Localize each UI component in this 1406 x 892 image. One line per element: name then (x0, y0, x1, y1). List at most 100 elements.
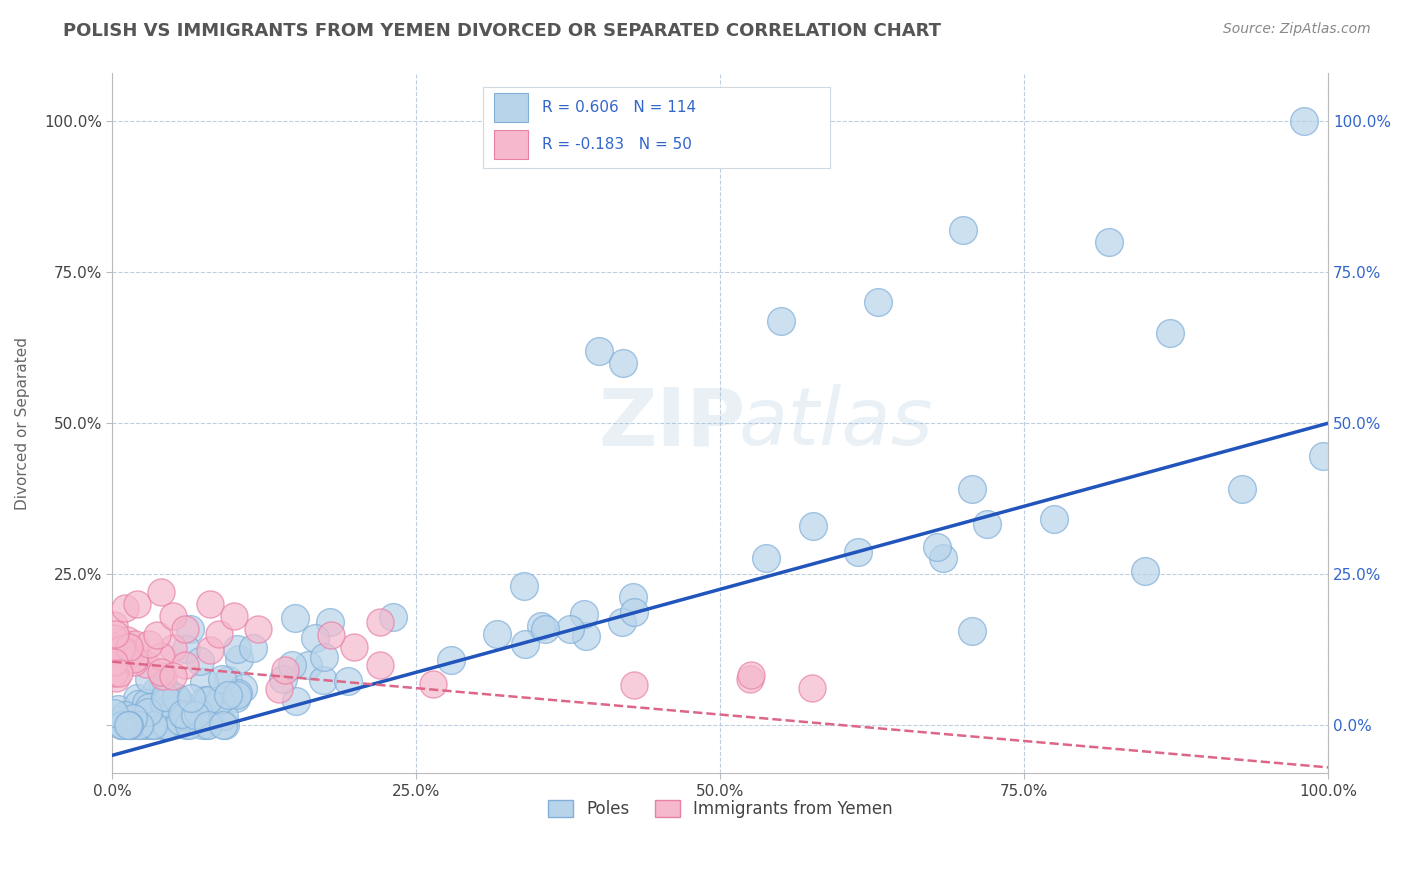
Point (368, 615, 391, 630)
Point (184, 708, 207, 723)
Point (149, 665, 172, 680)
Point (174, 622, 197, 636)
Point (207, 627, 229, 641)
Y-axis label: Divorced or Separated: Divorced or Separated (15, 336, 30, 509)
Point (138, 700, 160, 714)
Point (1292, 114, 1315, 128)
Text: Source: ZipAtlas.com: Source: ZipAtlas.com (1223, 22, 1371, 37)
Point (558, 623, 581, 637)
Point (226, 641, 249, 656)
Point (1043, 511, 1066, 525)
Point (111, 718, 134, 732)
Point (1135, 565, 1157, 579)
Point (574, 607, 596, 621)
Point (485, 627, 508, 641)
Point (180, 691, 202, 706)
Point (232, 681, 254, 695)
Point (167, 693, 190, 707)
Point (117, 648, 139, 662)
Point (156, 718, 179, 732)
Point (128, 718, 150, 732)
Point (117, 633, 139, 648)
Point (868, 295, 890, 310)
Point (197, 692, 219, 706)
Point (440, 653, 463, 667)
Point (612, 356, 634, 370)
Point (217, 688, 239, 702)
Point (271, 672, 294, 686)
Point (623, 677, 645, 691)
Point (801, 681, 824, 695)
Point (803, 519, 825, 533)
Point (755, 550, 778, 565)
Point (118, 718, 141, 732)
Point (120, 718, 142, 732)
Text: ZIP: ZIP (598, 384, 745, 462)
Point (214, 718, 236, 732)
Point (138, 637, 160, 651)
Point (197, 718, 219, 732)
Point (117, 718, 139, 732)
Point (187, 705, 209, 719)
Point (122, 655, 145, 669)
Point (226, 686, 249, 700)
Point (319, 615, 342, 629)
Point (138, 672, 160, 686)
Point (623, 605, 645, 619)
Point (173, 709, 195, 723)
Point (150, 676, 173, 690)
Point (110, 641, 132, 656)
Point (228, 652, 250, 666)
Point (226, 688, 249, 702)
Point (155, 718, 177, 732)
Point (104, 671, 127, 685)
Point (273, 663, 295, 677)
Text: POLISH VS IMMIGRANTS FROM YEMEN DIVORCED OR SEPARATED CORRELATION CHART: POLISH VS IMMIGRANTS FROM YEMEN DIVORCED… (63, 22, 941, 40)
Text: atlas: atlas (738, 384, 934, 462)
Point (588, 343, 610, 358)
Point (179, 622, 201, 636)
Point (297, 657, 319, 672)
Point (174, 657, 197, 672)
Point (174, 642, 197, 657)
Point (165, 691, 187, 706)
Point (343, 640, 366, 655)
Point (150, 649, 173, 664)
Point (267, 682, 290, 697)
Point (108, 665, 131, 680)
Point (534, 622, 557, 636)
Point (738, 672, 761, 686)
Point (118, 640, 141, 654)
Point (177, 718, 200, 732)
Point (976, 517, 998, 532)
Point (107, 645, 129, 659)
Point (112, 644, 135, 658)
Point (149, 718, 172, 732)
Point (103, 706, 125, 720)
Point (188, 654, 211, 668)
Point (321, 627, 343, 641)
Point (122, 711, 145, 725)
Point (381, 609, 404, 624)
Point (134, 718, 156, 732)
Point (960, 624, 983, 638)
Point (153, 690, 176, 704)
Legend: Poles, Immigrants from Yemen: Poles, Immigrants from Yemen (541, 793, 900, 824)
Point (312, 673, 335, 688)
Point (121, 718, 143, 732)
Point (211, 673, 233, 687)
Point (927, 540, 949, 554)
Point (111, 718, 134, 732)
Point (169, 714, 191, 728)
Point (740, 668, 762, 682)
Point (198, 642, 221, 657)
Point (135, 657, 157, 671)
Point (198, 598, 221, 612)
Point (222, 609, 245, 624)
Point (162, 640, 184, 655)
Point (157, 718, 180, 732)
Point (129, 718, 152, 732)
Point (368, 657, 391, 672)
Point (110, 718, 132, 732)
Point (162, 609, 184, 624)
